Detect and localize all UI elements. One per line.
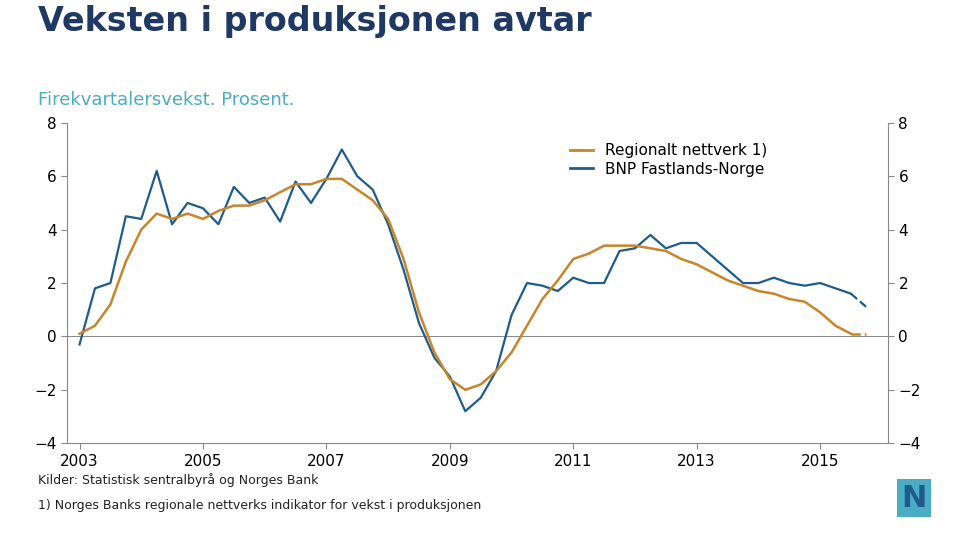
Text: 1) Norges Banks regionale nettverks indikator for vekst i produksjonen: 1) Norges Banks regionale nettverks indi…: [38, 499, 482, 512]
Text: Firekvartalersvekst. Prosent.: Firekvartalersvekst. Prosent.: [38, 91, 295, 109]
Text: 13: 13: [900, 499, 917, 513]
Legend: Regionalt nettverk 1), BNP Fastlands-Norge: Regionalt nettverk 1), BNP Fastlands-Nor…: [564, 137, 774, 183]
Text: Veksten i produksjonen avtar: Veksten i produksjonen avtar: [38, 5, 592, 38]
Text: Kilder: Statistisk sentralbyrå og Norges Bank: Kilder: Statistisk sentralbyrå og Norges…: [38, 473, 319, 486]
Text: N: N: [901, 484, 926, 513]
